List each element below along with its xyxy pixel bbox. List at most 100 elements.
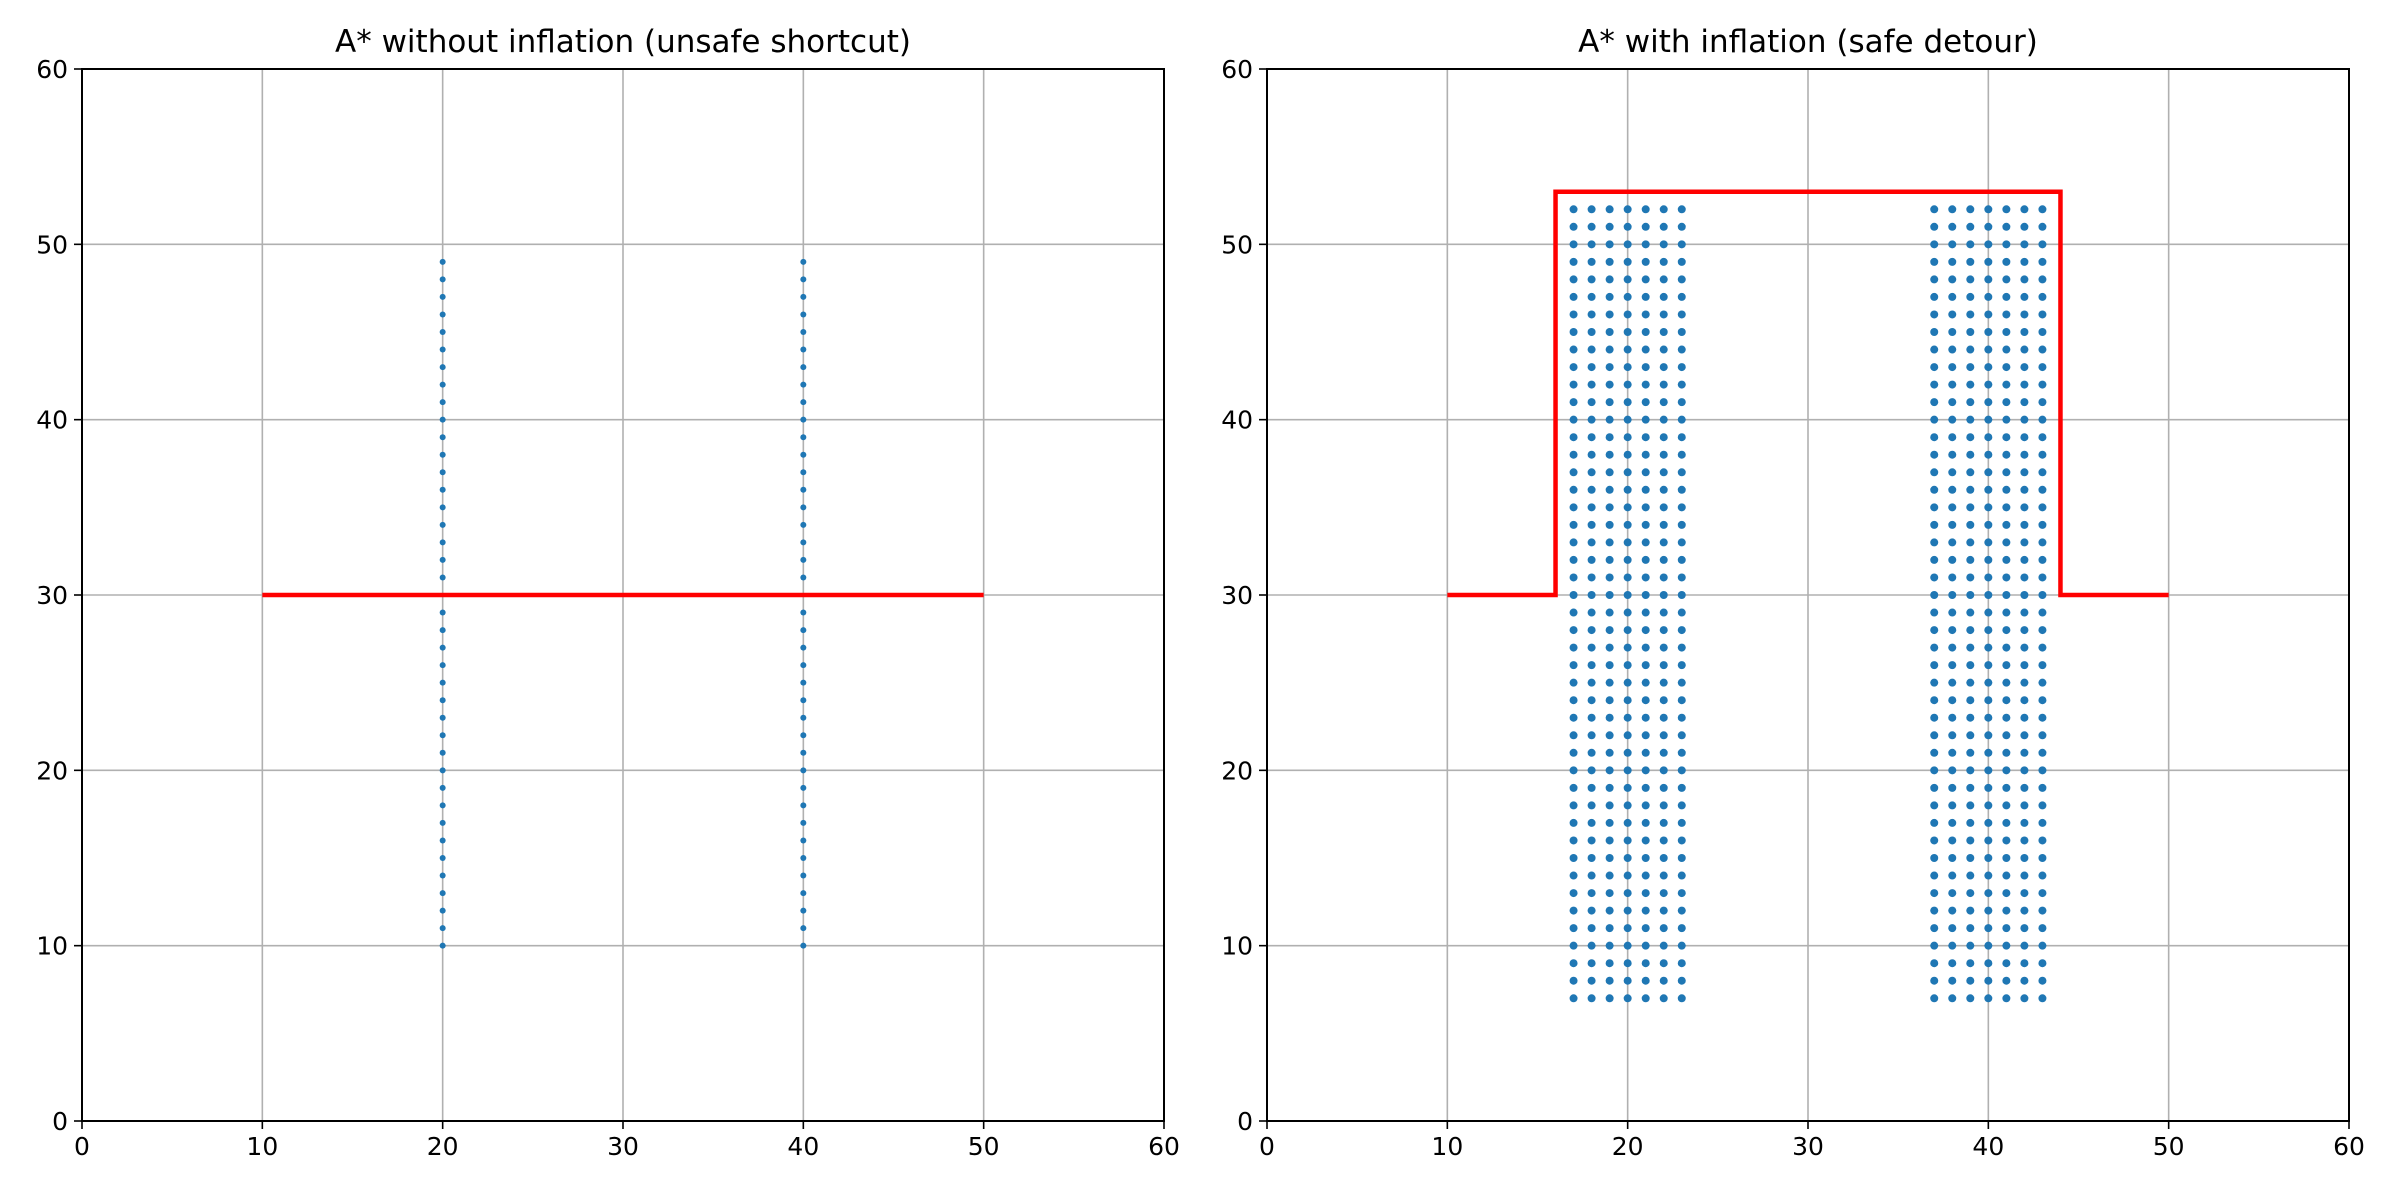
obstacle-point <box>1677 591 1686 599</box>
obstacle-point <box>2020 626 2029 635</box>
obstacle-point <box>1677 292 1686 301</box>
obstacle-point <box>1966 503 1975 512</box>
obstacle-point <box>439 293 446 300</box>
obstacle-point <box>1605 608 1614 617</box>
obstacle-point <box>2002 450 2011 459</box>
obstacle-point <box>1930 591 1939 599</box>
obstacle-point <box>439 907 446 914</box>
obstacle-point <box>439 434 446 441</box>
obstacle-point <box>1659 415 1668 424</box>
obstacle-point <box>1659 591 1668 599</box>
x-tick-label: 20 <box>1612 1132 1644 1161</box>
obstacle-point <box>1659 468 1668 477</box>
obstacle-point <box>1569 538 1578 547</box>
obstacle-point <box>1984 591 1993 599</box>
obstacle-point <box>1659 941 1668 950</box>
obstacle-point <box>1677 924 1686 933</box>
obstacle-point <box>1966 731 1975 740</box>
obstacle-point <box>1984 643 1993 652</box>
obstacle-point <box>439 521 446 528</box>
obstacle-point <box>1659 976 1668 985</box>
obstacle-point <box>1587 731 1596 740</box>
y-tick-label: 30 <box>36 581 68 610</box>
obstacle-point <box>1948 748 1957 757</box>
obstacle-point <box>2020 520 2029 529</box>
obstacle-point <box>1605 363 1614 372</box>
obstacle-point <box>1569 398 1578 407</box>
obstacle-point <box>2038 380 2047 389</box>
obstacle-point <box>439 662 446 669</box>
obstacle-point <box>1569 555 1578 564</box>
obstacle-point <box>2020 713 2029 722</box>
obstacle-point <box>439 819 446 826</box>
obstacle-point <box>2002 205 2011 214</box>
obstacle-point <box>1677 468 1686 477</box>
obstacle-point <box>1948 783 1957 792</box>
obstacle-point <box>1587 906 1596 915</box>
obstacle-point <box>2002 328 2011 336</box>
obstacle-point <box>1623 345 1632 354</box>
obstacle-point <box>1623 520 1632 529</box>
obstacle-point <box>439 872 446 879</box>
obstacle-point <box>1587 994 1596 1003</box>
obstacle-point <box>2038 363 2047 372</box>
obstacle-point <box>1605 345 1614 354</box>
obstacle-point <box>1966 310 1975 319</box>
obstacle-point <box>439 714 446 721</box>
obstacle-point <box>1659 485 1668 494</box>
obstacle-point <box>1966 363 1975 372</box>
obstacle-point <box>1984 661 1993 670</box>
obstacle-point <box>1984 836 1993 845</box>
obstacle-point <box>1984 573 1993 582</box>
obstacle-point <box>1966 380 1975 389</box>
obstacle-point <box>2020 433 2029 442</box>
obstacle-point <box>1587 328 1596 336</box>
obstacle-point <box>1966 398 1975 407</box>
obstacle-point <box>1659 345 1668 354</box>
obstacle-point <box>2002 520 2011 529</box>
obstacle-point <box>1623 713 1632 722</box>
obstacle-point <box>1659 871 1668 880</box>
obstacle-point <box>1623 643 1632 652</box>
obstacle-point <box>2002 696 2011 705</box>
obstacle-point <box>2038 924 2047 933</box>
obstacle-point <box>2020 801 2029 810</box>
obstacle-point <box>1569 626 1578 635</box>
obstacle-point <box>1623 976 1632 985</box>
obstacle-point <box>1569 485 1578 494</box>
obstacle-point <box>2020 783 2029 792</box>
obstacle-point <box>800 381 807 388</box>
obstacle-point <box>800 311 807 318</box>
obstacle-point <box>2020 345 2029 354</box>
obstacle-point <box>1966 573 1975 582</box>
y-tick-label: 40 <box>1221 406 1253 435</box>
obstacle-point <box>1569 994 1578 1003</box>
obstacle-point <box>1677 941 1686 950</box>
obstacle-point <box>1948 906 1957 915</box>
obstacle-point <box>2038 748 2047 757</box>
obstacle-point <box>2002 766 2011 775</box>
obstacle-point <box>800 329 807 335</box>
y-tick-label: 30 <box>1221 581 1253 610</box>
obstacle-point <box>2002 889 2011 898</box>
obstacle-point <box>1677 871 1686 880</box>
obstacle-point <box>1966 783 1975 792</box>
obstacle-point <box>1605 661 1614 670</box>
obstacle-point <box>1984 906 1993 915</box>
obstacle-point <box>1677 433 1686 442</box>
obstacle-point <box>1966 643 1975 652</box>
obstacle-point <box>1930 310 1939 319</box>
obstacle-point <box>1659 801 1668 810</box>
obstacle-point <box>800 399 807 406</box>
obstacle-point <box>1984 538 1993 547</box>
obstacle-point <box>2020 906 2029 915</box>
obstacle-point <box>1587 748 1596 757</box>
obstacle-point <box>439 329 446 335</box>
obstacle-point <box>1605 871 1614 880</box>
obstacle-point <box>1641 257 1650 266</box>
obstacle-point <box>1966 626 1975 635</box>
obstacle-point <box>1677 801 1686 810</box>
obstacle-point <box>2038 766 2047 775</box>
obstacle-point <box>1623 398 1632 407</box>
obstacle-point <box>1623 678 1632 687</box>
